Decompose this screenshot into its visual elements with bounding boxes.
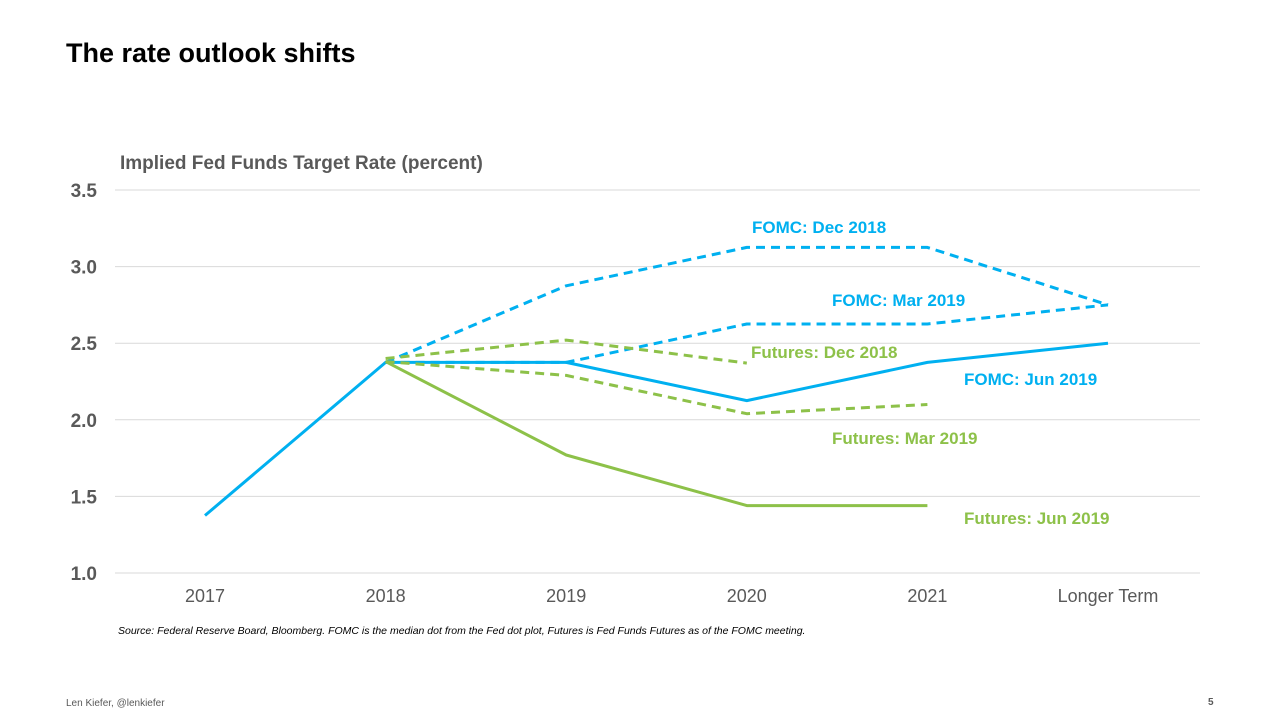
series-line-5 bbox=[384, 360, 928, 508]
series-label-0: FOMC: Dec 2018 bbox=[752, 218, 886, 237]
y-tick-label: 2.0 bbox=[71, 411, 97, 432]
y-tick-label: 2.5 bbox=[71, 334, 98, 355]
x-tick-label: 2021 bbox=[907, 586, 947, 606]
page-number: 5 bbox=[1208, 697, 1214, 708]
x-tick-label: 2018 bbox=[366, 586, 406, 606]
source-note: Source: Federal Reserve Board, Bloomberg… bbox=[118, 625, 806, 637]
chart-title: Implied Fed Funds Target Rate (percent) bbox=[120, 153, 483, 174]
series-line-2 bbox=[204, 341, 1109, 517]
series-line-4 bbox=[385, 360, 928, 416]
y-tick-label: 1.0 bbox=[71, 564, 97, 585]
author-credit: Len Kiefer, @lenkiefer bbox=[66, 698, 165, 709]
series-line-0 bbox=[385, 245, 1109, 364]
x-tick-label: 2020 bbox=[727, 586, 767, 606]
y-tick-label: 3.5 bbox=[71, 181, 98, 202]
series-label-2: FOMC: Jun 2019 bbox=[964, 370, 1097, 389]
series-label-3: Futures: Dec 2018 bbox=[751, 343, 897, 362]
series-label-4: Futures: Mar 2019 bbox=[832, 429, 978, 448]
slide-title: The rate outlook shifts bbox=[66, 38, 356, 68]
y-tick-label: 1.5 bbox=[71, 487, 98, 508]
y-tick-label: 3.0 bbox=[71, 258, 97, 279]
x-tick-label: 2019 bbox=[546, 586, 586, 606]
series-label-5: Futures: Jun 2019 bbox=[964, 509, 1110, 528]
series-line-3 bbox=[385, 338, 747, 365]
series-label-1: FOMC: Mar 2019 bbox=[832, 291, 965, 310]
x-tick-label: 2017 bbox=[185, 586, 225, 606]
x-tick-label: Longer Term bbox=[1058, 586, 1159, 606]
